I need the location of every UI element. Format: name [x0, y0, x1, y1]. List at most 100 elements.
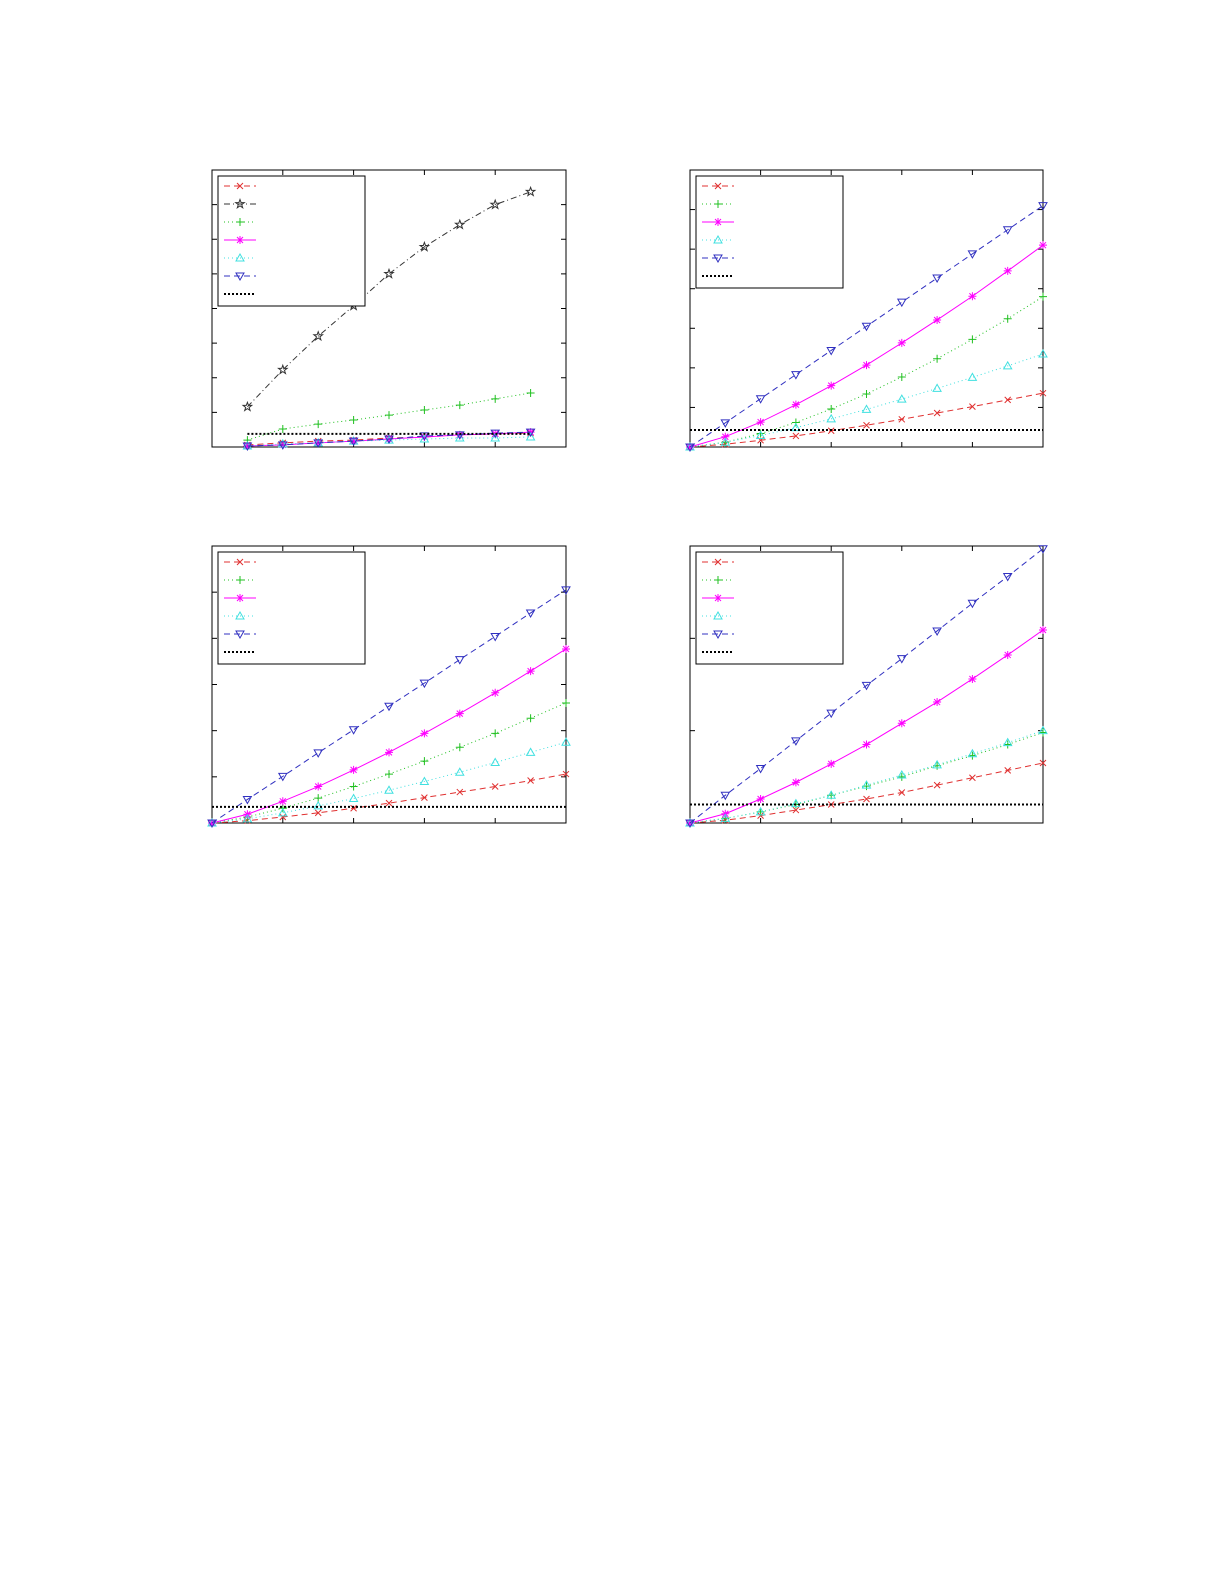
- marker: [348, 437, 359, 447]
- marker: [562, 644, 570, 653]
- marker: [313, 749, 324, 758]
- marker: [279, 813, 287, 821]
- marker: [561, 586, 571, 595]
- marker: [896, 769, 907, 779]
- marker: [455, 401, 464, 410]
- marker: [862, 361, 871, 370]
- marker: [897, 772, 906, 781]
- marker: [385, 748, 393, 757]
- marker: [491, 729, 500, 738]
- legend-marker: [714, 218, 722, 226]
- series-line: [247, 436, 531, 447]
- marker: [898, 415, 906, 423]
- marker: [1038, 348, 1048, 358]
- marker: [862, 389, 871, 398]
- legend-marker: [713, 234, 723, 244]
- marker: [792, 806, 800, 814]
- marker: [969, 403, 976, 410]
- marker: [420, 432, 429, 441]
- marker: [525, 609, 536, 618]
- marker: [967, 250, 978, 259]
- marker: [419, 679, 430, 689]
- marker: [312, 330, 324, 342]
- legend-marker: [235, 252, 245, 262]
- marker: [490, 632, 501, 642]
- marker: [489, 198, 501, 210]
- marker: [454, 432, 465, 442]
- marker: [420, 757, 429, 766]
- marker: [969, 774, 976, 782]
- marker: [277, 772, 288, 782]
- series-line: [689, 548, 1044, 824]
- legend-marker: [713, 630, 723, 640]
- marker: [932, 627, 942, 636]
- marker: [967, 599, 978, 609]
- marker: [348, 793, 359, 803]
- axes: [207, 545, 571, 829]
- series-line: [689, 353, 1044, 448]
- marker: [755, 806, 766, 816]
- marker: [562, 698, 570, 707]
- legend-marker: [234, 198, 246, 209]
- legend-marker: [714, 200, 722, 208]
- marker: [277, 363, 289, 375]
- marker: [1039, 728, 1047, 737]
- series-line: [247, 431, 531, 447]
- marker: [861, 780, 872, 789]
- axes: [685, 169, 1048, 453]
- marker: [897, 338, 906, 347]
- marker: [350, 804, 357, 812]
- series-line: [689, 205, 1044, 448]
- legend-marker: [714, 182, 722, 190]
- marker: [313, 800, 324, 810]
- marker: [1039, 759, 1047, 767]
- marker: [861, 404, 872, 413]
- marker: [524, 185, 537, 197]
- marker: [1038, 545, 1048, 554]
- marker: [207, 819, 217, 829]
- marker: [826, 413, 837, 423]
- marker: [454, 431, 465, 440]
- marker: [419, 434, 430, 443]
- marker: [898, 789, 906, 796]
- marker: [348, 726, 359, 735]
- marker: [1003, 266, 1012, 275]
- legend-marker: [236, 182, 244, 190]
- marker: [720, 813, 731, 822]
- marker: [278, 424, 287, 433]
- legend-marker: [236, 558, 244, 566]
- marker: [349, 782, 358, 791]
- marker: [792, 432, 800, 440]
- marker: [721, 432, 730, 441]
- marker: [525, 431, 536, 441]
- marker: [755, 395, 766, 404]
- marker: [561, 737, 571, 746]
- marker: [383, 267, 395, 279]
- marker: [384, 702, 394, 712]
- marker: [756, 418, 765, 427]
- marker: [454, 767, 465, 776]
- marker: [968, 751, 977, 760]
- marker: [384, 435, 394, 445]
- marker: [384, 785, 394, 794]
- marker: [791, 418, 800, 427]
- marker: [1039, 389, 1047, 397]
- marker: [826, 346, 837, 356]
- marker: [933, 315, 942, 324]
- marker: [1038, 202, 1048, 211]
- legend-box: [217, 175, 366, 307]
- marker: [420, 729, 429, 738]
- marker: [314, 809, 322, 817]
- marker: [896, 655, 907, 664]
- marker: [791, 371, 801, 380]
- legend-marker: [713, 610, 723, 620]
- marker: [349, 415, 358, 424]
- marker: [791, 400, 800, 409]
- marker: [1039, 241, 1047, 250]
- marker: [490, 757, 501, 767]
- marker: [1003, 650, 1012, 659]
- marker: [419, 776, 430, 785]
- marker: [685, 443, 695, 453]
- marker: [933, 354, 942, 363]
- series-line: [211, 702, 567, 824]
